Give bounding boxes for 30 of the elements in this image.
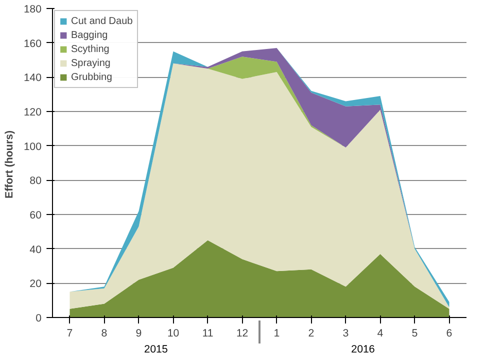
y-tick-label: 0	[36, 312, 42, 324]
x-tick-label: 11	[202, 328, 214, 340]
x-tick-label: 2	[308, 328, 314, 340]
y-tick-label: 80	[30, 175, 42, 188]
y-tick-label: 120	[24, 106, 42, 118]
x-tick-label: 4	[377, 328, 384, 340]
x-tick-label: 8	[101, 328, 108, 340]
y-tick-label: 180	[24, 4, 42, 16]
text: 2016	[351, 344, 375, 356]
legend-label: Grubbing	[71, 71, 112, 83]
y-tick-label: 60	[30, 210, 42, 222]
text: 2015	[144, 344, 168, 356]
legend-label: Scything	[71, 43, 110, 55]
y-tick-label: 100	[24, 140, 42, 153]
x-tick-label: 9	[136, 328, 142, 340]
x-tick-label: 10	[167, 328, 180, 340]
x-tick-label: 12	[236, 328, 248, 340]
legend-label: Spraying	[71, 57, 110, 69]
x-tick-label: 6	[446, 328, 452, 340]
x-tick-label: 1	[274, 328, 280, 340]
y-axis-title: Effort (hours)	[4, 130, 16, 199]
y-tick-label: 20	[30, 278, 42, 290]
x-tick-label: 5	[412, 328, 418, 340]
legend-label: Cut and Daub	[71, 15, 133, 27]
x-tick-label: 3	[342, 328, 349, 340]
legend-label: Bagging	[71, 29, 108, 41]
x-tick-label: 7	[66, 328, 73, 340]
y-tick-label: 40	[30, 244, 42, 256]
y-tick-label: 160	[24, 38, 42, 50]
y-tick-label: 140	[24, 72, 42, 84]
